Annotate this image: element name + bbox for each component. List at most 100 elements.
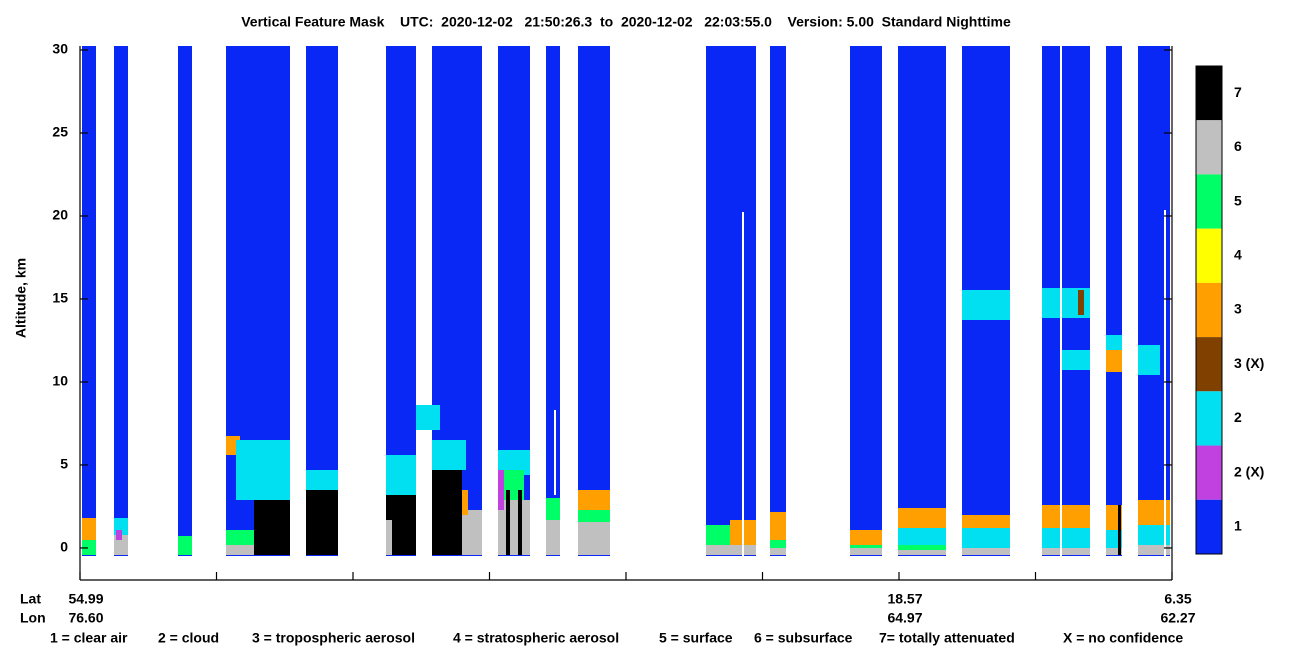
y-tick-label: 0 (60, 539, 68, 555)
colorbar-swatch (1196, 499, 1222, 554)
attenuated (1118, 505, 1121, 555)
y-tick-label: 30 (52, 41, 68, 57)
subsurface (462, 510, 482, 555)
gap-line (1060, 46, 1062, 556)
gap-line (1164, 210, 1166, 556)
subsurface (1106, 548, 1122, 555)
column (850, 46, 882, 556)
legend-item: 7= totally attenuated (879, 630, 1015, 646)
subsurface (226, 545, 254, 555)
surface (770, 540, 786, 548)
y-tick-label: 15 (52, 290, 68, 306)
column (546, 46, 560, 556)
column (1106, 46, 1122, 556)
colorbar-label: 2 (X) (1234, 463, 1264, 479)
x-row-label: Lat (20, 591, 41, 607)
surface (226, 530, 254, 545)
gap-line (554, 410, 556, 495)
surface (898, 545, 946, 550)
aerosol (82, 518, 96, 540)
aerosol (962, 515, 1010, 530)
legend-item: 2 = cloud (158, 630, 219, 646)
colorbar-swatch (1196, 337, 1222, 392)
colorbar-label: 6 (1234, 138, 1242, 154)
legend-item: 1 = clear air (50, 630, 128, 646)
attenuated (254, 500, 290, 555)
cloud-low-confidence (498, 470, 504, 510)
cloud (236, 440, 290, 500)
column (770, 46, 786, 556)
surface (546, 498, 560, 520)
colorbar-label: 4 (1234, 246, 1242, 262)
surface (850, 545, 882, 548)
lat-label: 54.99 (68, 591, 103, 607)
gap-lines (554, 46, 1166, 556)
attenuated (506, 490, 510, 555)
subsurface (546, 520, 560, 555)
subsurface (770, 548, 786, 555)
column (114, 46, 128, 556)
aerosol (462, 490, 468, 515)
surface (82, 540, 96, 555)
cloud (1042, 528, 1090, 548)
subsurface (1042, 548, 1090, 555)
colorbar-label: 3 (1234, 301, 1242, 317)
y-tick-label: 5 (60, 456, 68, 472)
column (178, 46, 192, 556)
y-tick-label: 10 (52, 373, 68, 389)
lat-label: 6.35 (1164, 591, 1191, 607)
subsurface (578, 522, 610, 555)
chart-title: Vertical Feature Mask UTC: 2020-12-02 21… (241, 14, 1011, 30)
legend-item: 4 = stratospheric aerosol (453, 630, 619, 646)
legend-item: 6 = subsurface (754, 630, 853, 646)
cloud (962, 290, 1010, 320)
column (898, 46, 946, 556)
lon-label: 76.60 (68, 610, 103, 626)
aerosol (578, 490, 610, 510)
subsurface (962, 548, 1010, 555)
colorbar-frame (1195, 65, 1223, 555)
cloud (1138, 345, 1160, 375)
aerosol (770, 512, 786, 540)
colorbar-swatch (1196, 120, 1222, 175)
aerosol (1106, 350, 1122, 372)
cloud (432, 440, 466, 470)
colorbar-swatch (1196, 282, 1222, 338)
colorbar-label: 5 (1234, 192, 1242, 208)
lat-label: 18.57 (887, 591, 922, 607)
cloud (416, 405, 440, 430)
legend-item: X = no confidence (1063, 630, 1183, 646)
legend-item: 5 = surface (659, 630, 733, 646)
surface (178, 536, 192, 555)
colorbar-label: 7 (1234, 84, 1242, 100)
features (82, 288, 1170, 555)
x-row-label: Lon (20, 610, 46, 626)
cloud (386, 455, 416, 495)
subsurface (850, 548, 882, 555)
colorbar-label: 2 (1234, 409, 1242, 425)
colorbar-swatch (1196, 445, 1222, 500)
column (578, 46, 610, 556)
cloud (306, 470, 338, 490)
colorbar-label: 3 (X) (1234, 355, 1264, 371)
cloud-low-confidence (116, 530, 122, 540)
aerosol (850, 530, 882, 545)
cloud (1138, 525, 1170, 545)
attenuated (518, 490, 522, 555)
cloud (898, 528, 946, 545)
y-axis-label: Altitude, km (13, 258, 29, 338)
colorbar-swatch (1196, 228, 1222, 283)
subsurface (706, 545, 756, 555)
attenuated (306, 490, 338, 555)
attenuated (432, 470, 462, 555)
cloud (1062, 350, 1090, 370)
column (82, 46, 96, 556)
lon-label: 64.97 (887, 610, 922, 626)
subsurface (898, 550, 946, 555)
legend-item: 3 = tropospheric aerosol (252, 630, 415, 646)
gap-line (742, 212, 744, 556)
y-tick-label: 25 (52, 124, 68, 140)
feature-mask (82, 46, 1170, 556)
colorbar-swatch (1196, 174, 1222, 229)
